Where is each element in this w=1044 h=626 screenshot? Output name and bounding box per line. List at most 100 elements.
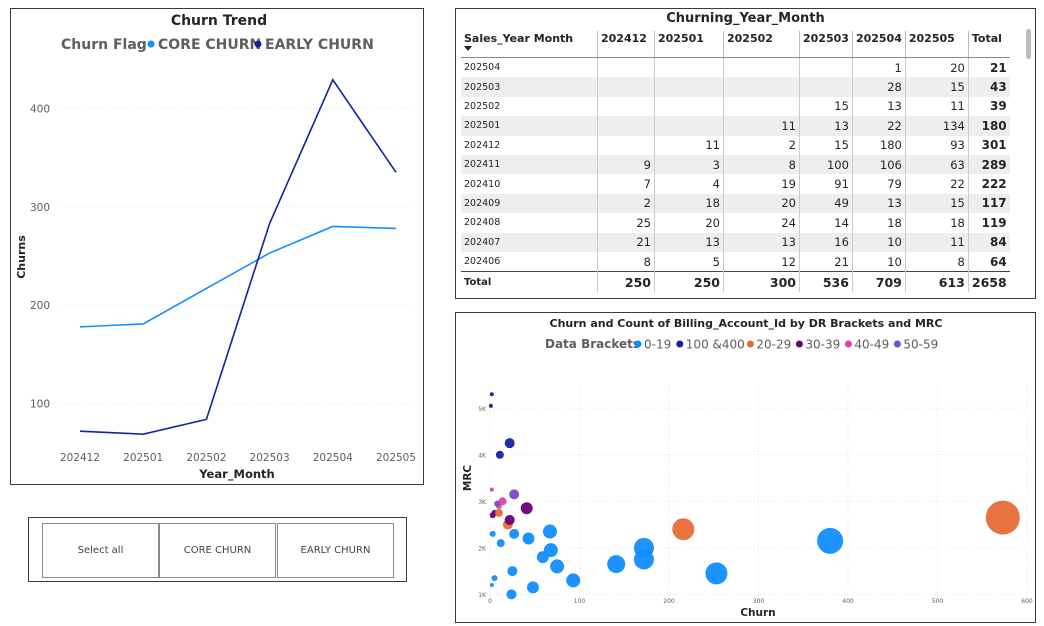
bubble-point[interactable] [489, 392, 494, 397]
x-tick-label: 600 [1021, 598, 1033, 605]
matrix-cell: 19 [723, 174, 800, 194]
bubble-point[interactable] [633, 549, 654, 570]
slicer-select-all-button[interactable]: Select all [42, 523, 159, 578]
slicer-early-churn-button[interactable]: EARLY CHURN [277, 523, 394, 578]
matrix-row[interactable]: 202503 28 15 43 [461, 77, 1010, 97]
matrix-cell [597, 96, 655, 117]
legend-marker[interactable] [795, 340, 803, 348]
bubble-point[interactable] [526, 581, 539, 594]
sort-down-icon[interactable] [464, 46, 472, 51]
bubble-point[interactable] [491, 575, 498, 582]
bubble-point[interactable] [489, 530, 496, 537]
column-header[interactable]: Total [967, 31, 1010, 58]
row-total-cell: 119 [967, 213, 1010, 233]
legend-marker[interactable] [746, 340, 754, 348]
bubble-point[interactable] [489, 583, 494, 588]
legend-item-label[interactable]: 40-49 [854, 338, 889, 352]
legend-item-label[interactable]: 20-29 [756, 338, 791, 352]
series-lines[interactable] [79, 78, 397, 435]
bubble-point[interactable] [705, 562, 728, 585]
legend-marker[interactable] [676, 340, 684, 348]
column-header[interactable]: 202501 [654, 31, 724, 58]
bubble-point[interactable] [504, 514, 515, 525]
legend-item-label[interactable]: EARLY CHURN [265, 37, 374, 53]
matrix-row[interactable]: 202412 11 2 15 180 93 301 [461, 135, 1010, 155]
bubble-point[interactable] [494, 508, 503, 517]
row-header[interactable]: Sales_Year Month [461, 31, 598, 58]
bubble-point[interactable] [495, 450, 504, 459]
matrix-row[interactable]: 202406 8 5 12 21 10 8 64 [461, 251, 1010, 272]
matrix-scrollbar[interactable] [1026, 29, 1031, 59]
matrix-cell [597, 116, 655, 136]
matrix-row[interactable]: 202409 2 18 20 49 13 15 117 [461, 193, 1010, 214]
bubble-point[interactable] [566, 573, 581, 588]
matrix-cell [723, 57, 800, 78]
bubble-point[interactable] [488, 403, 493, 408]
churn-trend-visual[interactable]: Churn Trend Churn Flag CORE CHURN EARLY C… [10, 8, 424, 485]
legend-item-label[interactable]: 0-19 [644, 338, 671, 352]
matrix-row[interactable]: 202411 9 3 8 100 106 63 289 [461, 154, 1010, 175]
chart-legend[interactable]: Churn Flag CORE CHURN EARLY CHURN [61, 37, 374, 53]
series-line[interactable] [79, 78, 397, 435]
matrix-cell: 15 [799, 96, 853, 117]
matrix-row[interactable]: 202408 25 20 24 14 18 18 119 [461, 213, 1010, 233]
dr-brackets-bubble-visual[interactable]: Churn and Count of Billing_Account_Id by… [455, 312, 1036, 623]
column-header[interactable]: 202504 [851, 31, 906, 58]
bubble-point[interactable] [522, 532, 535, 545]
bubble-point[interactable] [496, 539, 505, 548]
matrix-cell: 91 [799, 174, 853, 194]
bubble-point[interactable] [509, 489, 520, 500]
bubble-point[interactable] [507, 566, 518, 577]
matrix-row[interactable]: 202407 21 13 13 16 10 11 84 [461, 232, 1010, 252]
x-tick-label: 500 [932, 598, 944, 605]
bubble-point[interactable] [504, 438, 515, 449]
bubble-point[interactable] [489, 487, 494, 492]
legend-marker[interactable] [634, 340, 642, 348]
slicer-core-churn-button[interactable]: CORE CHURN [159, 523, 276, 578]
row-header-label: Sales_Year Month [464, 32, 574, 45]
bubble-point[interactable] [536, 551, 549, 564]
matrix-total-row: Total 250 250 300 536 709 613 2658 [461, 271, 1010, 293]
bubble-point[interactable] [494, 500, 501, 507]
legend-item-label[interactable]: 100 &400 [686, 338, 745, 352]
column-header[interactable]: 202505 [904, 31, 969, 58]
bubble-point[interactable] [985, 500, 1020, 535]
series-line[interactable] [79, 225, 397, 328]
matrix-cell [654, 96, 724, 117]
churning-year-month-matrix[interactable]: Churning_Year_Month Sales_Year Month 202… [455, 8, 1036, 299]
legend-marker[interactable] [147, 40, 155, 48]
legend-item-label[interactable]: 30-39 [805, 338, 840, 352]
matrix-row[interactable]: 202501 11 13 22 134 180 [461, 116, 1010, 136]
matrix-cell: 10 [851, 232, 906, 252]
bubble-point[interactable] [542, 524, 557, 539]
bubble-point[interactable] [550, 559, 565, 574]
chart-legend[interactable]: Data Brackets 0-19 100 &400 20-29 30-39 40-4… [545, 337, 938, 352]
bubble-point[interactable] [498, 497, 507, 506]
column-header[interactable]: 202412 [597, 31, 655, 58]
matrix-cell: 20 [904, 57, 969, 78]
bubble-point[interactable] [607, 555, 626, 574]
legend-marker[interactable] [254, 40, 262, 48]
row-label: 202406 [464, 256, 501, 268]
bubble-point[interactable] [489, 512, 496, 519]
matrix-cell: 13 [799, 116, 853, 136]
legend-item-label[interactable]: 50-59 [903, 338, 938, 352]
matrix-row[interactable]: 202410 7 4 19 91 79 22 222 [461, 174, 1010, 194]
matrix-row[interactable]: 202504 1 20 21 [461, 57, 1010, 78]
matrix-cell: 2 [723, 135, 800, 155]
bubble-point[interactable] [672, 518, 695, 541]
bubble-point[interactable] [509, 528, 520, 539]
bubble-point[interactable] [506, 589, 517, 600]
column-header[interactable]: 202502 [723, 31, 800, 58]
bubble-point[interactable] [817, 527, 844, 554]
bubble-point[interactable] [520, 502, 533, 515]
churn-flag-slicer: Select all CORE CHURN EARLY CHURN [28, 517, 407, 582]
legend-item-label[interactable]: CORE CHURN [158, 37, 261, 53]
matrix-row[interactable]: 202502 15 13 11 39 [461, 96, 1010, 117]
legend-marker[interactable] [844, 340, 852, 348]
column-header[interactable]: 202503 [799, 31, 853, 58]
bubble-points[interactable] [488, 392, 1020, 600]
y-tick-label: 5K [478, 406, 487, 413]
matrix-cell [799, 77, 853, 97]
legend-marker[interactable] [893, 340, 901, 348]
